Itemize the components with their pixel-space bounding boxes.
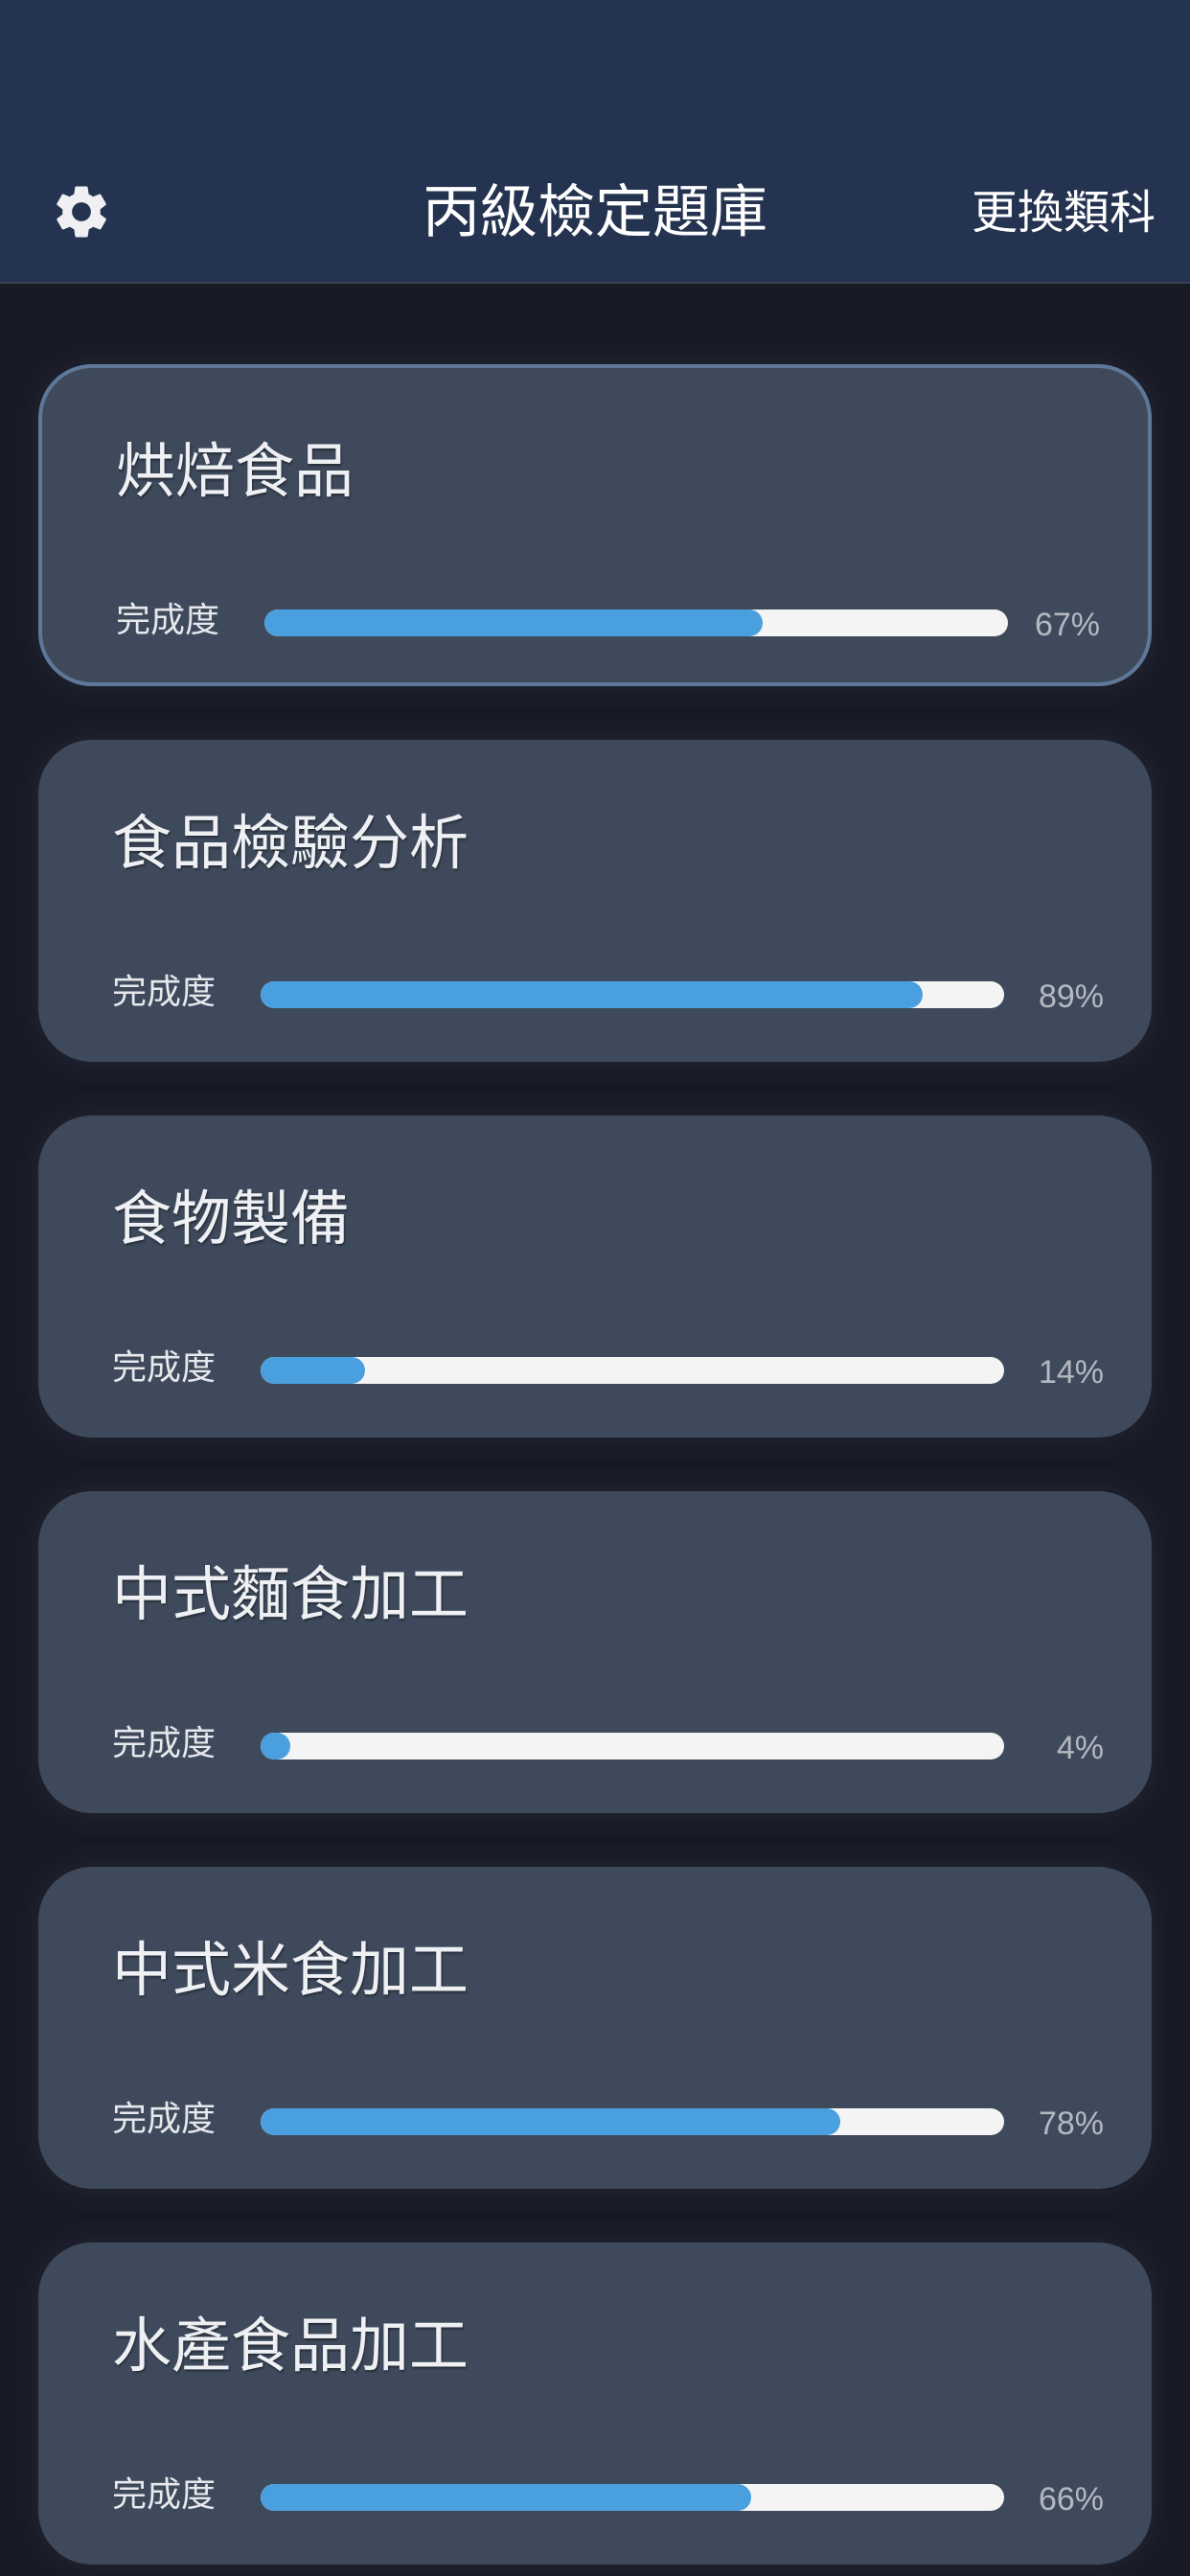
category-card[interactable]: 中式麵食加工 完成度 4%	[38, 1491, 1152, 1813]
progress-percent: 4%	[1056, 1730, 1104, 1766]
progress-label: 完成度	[116, 601, 220, 640]
category-title: 中式麵食加工	[112, 1559, 469, 1629]
category-card[interactable]: 食物製備 完成度 14%	[38, 1116, 1152, 1438]
category-title: 食物製備	[112, 1184, 351, 1254]
category-card[interactable]: 食品檢驗分析 完成度 89%	[38, 740, 1152, 1062]
progress-percent: 66%	[1038, 2481, 1104, 2518]
progress-fill	[261, 981, 923, 1008]
progress-percent: 78%	[1038, 2105, 1104, 2142]
progress-bar	[261, 2108, 1004, 2135]
switch-category-button[interactable]: 更換類科	[971, 186, 1156, 240]
progress-percent: 89%	[1038, 978, 1104, 1015]
progress-label: 完成度	[112, 973, 217, 1012]
progress-percent: 67%	[1034, 607, 1100, 643]
progress-fill	[261, 2484, 752, 2511]
category-title: 食品檢驗分析	[112, 808, 469, 878]
progress-label: 完成度	[112, 1348, 217, 1388]
category-card[interactable]: 烘焙食品 完成度 67%	[38, 364, 1152, 686]
progress-label: 完成度	[112, 1724, 217, 1763]
page-title: 丙級檢定題庫	[423, 179, 767, 246]
progress-fill	[261, 1733, 291, 1760]
progress-percent: 14%	[1038, 1354, 1104, 1391]
progress-fill	[261, 2108, 841, 2135]
progress-bar	[261, 1357, 1004, 1384]
category-card[interactable]: 中式米食加工 完成度 78%	[38, 1867, 1152, 2189]
progress-bar	[261, 981, 1004, 1008]
progress-bar	[261, 2484, 1004, 2511]
app-header: 丙級檢定題庫 更換類科	[0, 0, 1190, 284]
category-card[interactable]: 水產食品加工 完成度 66%	[38, 2242, 1152, 2564]
gear-icon[interactable]	[50, 180, 113, 243]
progress-fill	[264, 610, 763, 636]
category-title: 水產食品加工	[112, 2311, 469, 2380]
progress-bar	[261, 1733, 1004, 1760]
progress-bar	[264, 610, 1008, 636]
progress-label: 完成度	[112, 2100, 217, 2139]
category-title: 中式米食加工	[112, 1935, 469, 2005]
progress-fill	[261, 1357, 365, 1384]
progress-label: 完成度	[112, 2475, 217, 2515]
category-title: 烘焙食品	[116, 436, 355, 506]
